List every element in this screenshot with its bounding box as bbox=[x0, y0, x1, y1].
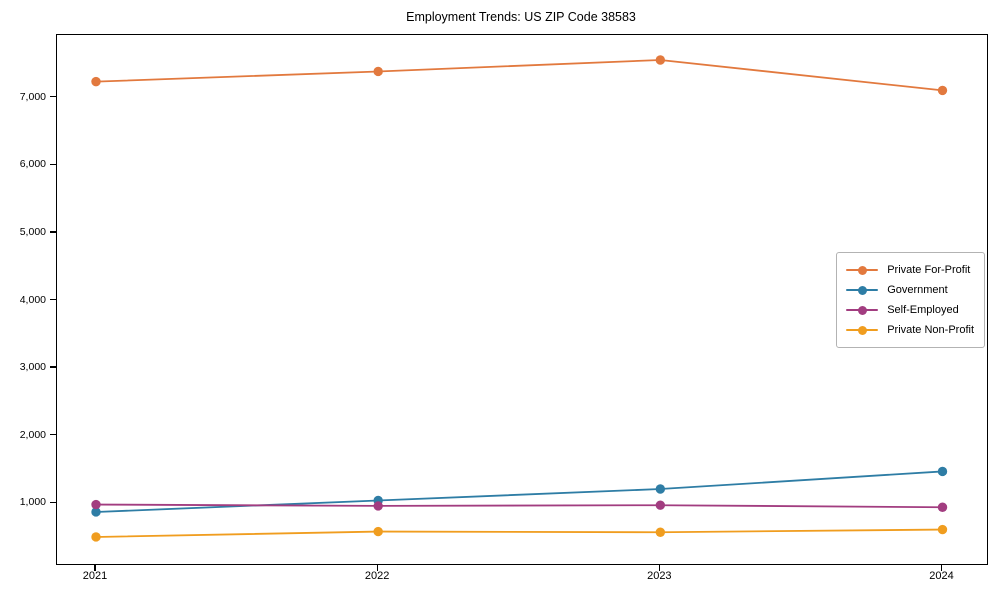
data-point-private-for-profit-2024 bbox=[937, 85, 948, 96]
data-point-self-employed-2024 bbox=[937, 502, 948, 512]
x-tick-label: 2021 bbox=[82, 570, 108, 582]
y-tick-label: 7,000 bbox=[19, 90, 46, 103]
legend-label: Private For-Profit bbox=[887, 264, 971, 276]
y-tick-mark bbox=[50, 298, 56, 301]
y-tick-mark bbox=[50, 433, 56, 436]
x-tick-label: 2022 bbox=[364, 570, 390, 582]
legend-item-self-employed: Self-Employed bbox=[846, 300, 974, 320]
x-tick-mark bbox=[94, 564, 96, 571]
legend-marker-private-non-profit bbox=[846, 325, 879, 335]
y-tick-label: 5,000 bbox=[19, 225, 46, 238]
legend-dot-icon bbox=[857, 285, 867, 295]
data-point-government-2021 bbox=[91, 507, 101, 517]
y-tick-mark bbox=[50, 501, 56, 503]
legend-dot-icon bbox=[857, 325, 867, 335]
data-point-private-non-profit-2023 bbox=[655, 527, 666, 537]
legend-dot-icon bbox=[857, 265, 867, 275]
series-line-private-for-profit bbox=[95, 59, 943, 92]
data-point-self-employed-2023 bbox=[655, 500, 666, 510]
y-tick-label: 4,000 bbox=[19, 293, 46, 306]
data-point-self-employed-2022 bbox=[373, 501, 383, 511]
data-point-private-for-profit-2022 bbox=[373, 66, 383, 77]
data-point-private-for-profit-2021 bbox=[91, 76, 101, 87]
chart-title: Employment Trends: US ZIP Code 38583 bbox=[406, 10, 636, 24]
y-tick-label: 1,000 bbox=[19, 496, 46, 509]
data-point-private-non-profit-2021 bbox=[91, 532, 101, 542]
y-tick-mark bbox=[50, 96, 56, 98]
plot-area: Private For-Profit Government Self-Employe… bbox=[56, 34, 988, 565]
data-point-private-non-profit-2024 bbox=[937, 524, 948, 535]
series-line-self-employed bbox=[95, 503, 943, 509]
data-point-government-2024 bbox=[937, 466, 948, 477]
series-line-private-non-profit bbox=[95, 528, 943, 538]
legend-item-government: Government bbox=[846, 280, 974, 300]
data-point-self-employed-2021 bbox=[91, 499, 101, 510]
x-tick-label: 2023 bbox=[647, 570, 672, 582]
y-tick-mark bbox=[50, 231, 56, 233]
legend-marker-government bbox=[846, 285, 879, 295]
legend-dot-icon bbox=[857, 305, 867, 315]
legend-marker-private-for-profit bbox=[846, 265, 879, 275]
x-tick-mark bbox=[940, 564, 943, 571]
legend-label: Government bbox=[887, 284, 948, 296]
series-line-government bbox=[95, 470, 943, 513]
legend-label: Self-Employed bbox=[887, 304, 959, 316]
data-point-private-non-profit-2022 bbox=[373, 526, 383, 537]
data-point-private-for-profit-2023 bbox=[655, 55, 666, 65]
legend-item-private-non-profit: Private Non-Profit bbox=[846, 320, 974, 340]
x-tick-mark bbox=[376, 564, 378, 571]
legend-item-private-for-profit: Private For-Profit bbox=[846, 260, 974, 280]
data-point-government-2023 bbox=[655, 484, 666, 494]
legend: Private For-Profit Government Self-Employe… bbox=[836, 252, 985, 348]
x-tick-label: 2024 bbox=[929, 570, 954, 582]
y-tick-mark bbox=[50, 366, 56, 368]
y-tick-label: 3,000 bbox=[19, 361, 46, 374]
y-tick-label: 6,000 bbox=[19, 158, 46, 171]
legend-marker-self-employed bbox=[846, 305, 879, 315]
y-tick-mark bbox=[50, 163, 56, 166]
x-tick-mark bbox=[658, 564, 660, 571]
y-tick-label: 2,000 bbox=[19, 428, 46, 441]
legend-label: Private Non-Profit bbox=[887, 324, 974, 336]
line-chart-svg bbox=[91, 55, 948, 542]
